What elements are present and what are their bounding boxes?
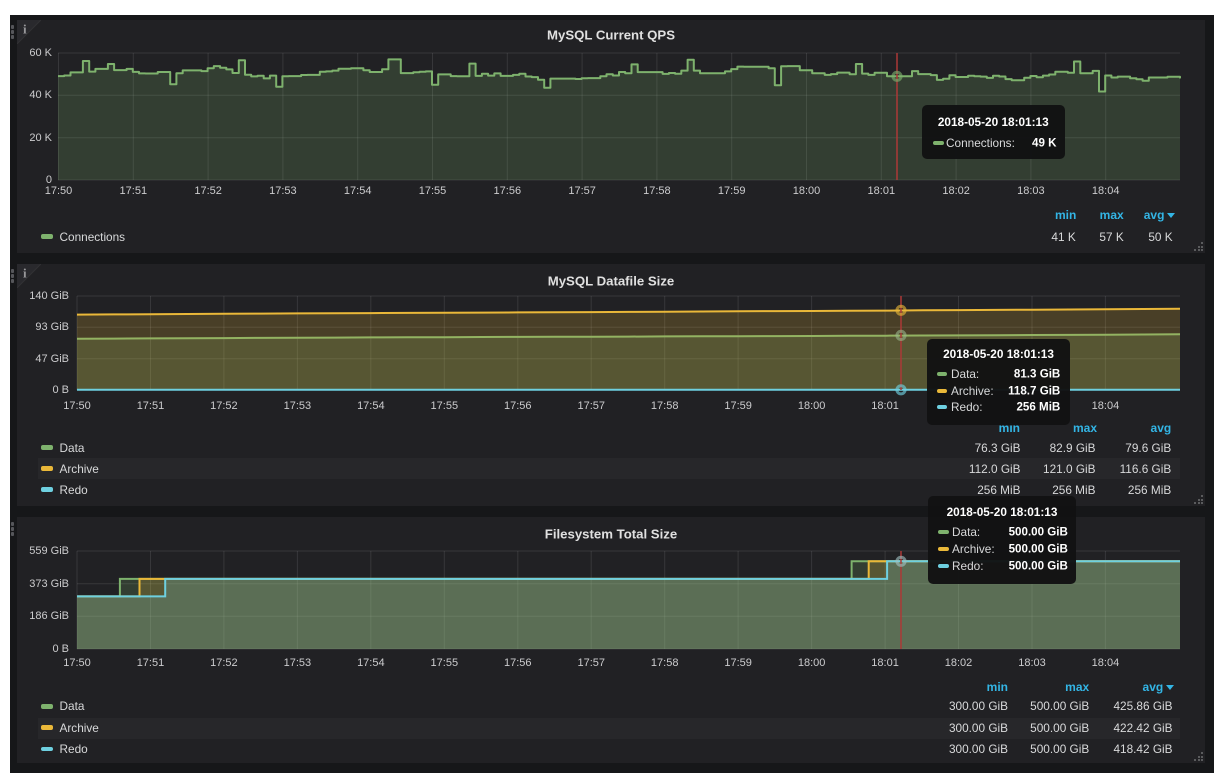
svg-text:i: i: [23, 266, 27, 281]
svg-text:i: i: [23, 22, 27, 37]
